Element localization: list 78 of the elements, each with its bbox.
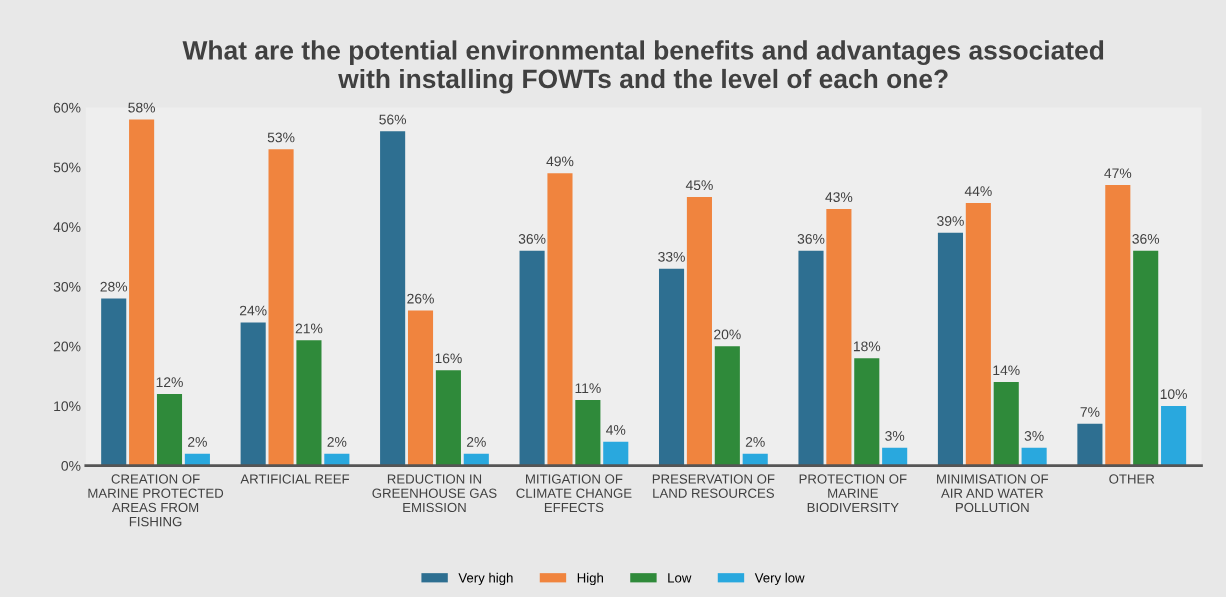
- y-tick-label: 20%: [53, 341, 81, 352]
- legend-label: High: [577, 572, 603, 586]
- data-label: 53%: [267, 132, 295, 143]
- bar: [129, 119, 155, 466]
- bar: [101, 298, 127, 466]
- x-tick-label: CREATION OF MARINE PROTECTED AREAS FROM FISHING: [88, 474, 224, 527]
- bar: [686, 197, 712, 466]
- bar: [993, 382, 1019, 466]
- x-tick-label: ARTIFICIAL REEF: [240, 474, 350, 484]
- legend-label: Very low: [754, 572, 805, 586]
- y-tick-label: 50%: [53, 162, 81, 173]
- data-label: 18%: [853, 341, 881, 352]
- data-label: 16%: [435, 353, 462, 364]
- y-tick-label: 10%: [54, 401, 81, 412]
- y-tick-label: 30%: [53, 281, 81, 292]
- bar: [1161, 405, 1187, 466]
- bar: [798, 250, 824, 466]
- data-label: 26%: [407, 293, 434, 304]
- bar: [714, 346, 740, 466]
- bar: [1133, 250, 1159, 466]
- data-label: 3%: [1024, 431, 1044, 441]
- data-label: 56%: [379, 114, 407, 125]
- legend-label: Very high: [458, 572, 513, 586]
- data-label: 2%: [327, 436, 347, 447]
- x-tick-label: MITIGATION OF CLIMATE CHANGE EFFECTS: [516, 474, 632, 513]
- y-tick-label: 40%: [53, 222, 81, 233]
- bar: [658, 268, 685, 466]
- bar: [826, 208, 852, 466]
- x-tick-label: MINIMISATION OF AIR AND WATER POLLUTION: [937, 474, 1049, 513]
- y-tick-label: 60%: [53, 102, 81, 113]
- data-label: 12%: [156, 377, 183, 388]
- x-tick-label: PROTECTION OF MARINE BIODIVERSITY: [799, 474, 907, 513]
- bar: [603, 441, 629, 466]
- bar: [435, 370, 461, 466]
- bar: [937, 232, 964, 466]
- data-label: 28%: [100, 281, 128, 292]
- data-label: 58%: [128, 102, 156, 113]
- data-label: 49%: [546, 156, 574, 167]
- bar: [519, 250, 545, 466]
- bar: [156, 394, 183, 466]
- data-label: 4%: [606, 425, 626, 435]
- bar: [380, 131, 406, 466]
- bar: [407, 310, 434, 466]
- data-label: 33%: [658, 251, 685, 262]
- data-label: 36%: [518, 233, 546, 244]
- y-tick-label: 0%: [61, 460, 81, 471]
- data-label: 20%: [714, 329, 741, 340]
- data-label: 2%: [466, 436, 486, 447]
- bar: [268, 149, 294, 466]
- data-label: 39%: [937, 216, 964, 226]
- bar: [965, 202, 991, 466]
- x-tick-label: PRESERVATION OF LAND RESOURCES: [652, 474, 775, 498]
- data-label: 44%: [964, 186, 992, 197]
- data-label: 14%: [993, 365, 1020, 376]
- data-label: 10%: [1160, 389, 1187, 400]
- data-label: 7%: [1080, 407, 1100, 417]
- data-label: 3%: [885, 431, 905, 441]
- data-label: 2%: [188, 436, 207, 447]
- chart-title: What are the potential environmental benefits and advantages associated with installing FOWTs and the level of each one?: [182, 40, 1104, 94]
- data-label: 11%: [575, 383, 601, 394]
- data-label: 2%: [745, 436, 765, 447]
- bar: [547, 173, 573, 466]
- x-tick-label: REDUCTION IN GREENHOUSE GAS EMISSION: [372, 474, 497, 513]
- data-label: 21%: [295, 323, 323, 334]
- bar: [240, 322, 266, 466]
- bar: [1105, 185, 1131, 466]
- bar: [575, 399, 601, 466]
- bar: [854, 358, 880, 466]
- legend-label: Low: [668, 573, 692, 583]
- x-tick-label: OTHER: [1109, 474, 1155, 484]
- data-label: 43%: [825, 192, 853, 203]
- data-label: 47%: [1104, 168, 1132, 179]
- data-label: 24%: [239, 305, 267, 316]
- data-label: 36%: [1132, 233, 1160, 244]
- bar: [296, 340, 322, 466]
- bar: [1077, 423, 1103, 466]
- data-label: 45%: [685, 180, 713, 191]
- data-label: 36%: [797, 233, 825, 244]
